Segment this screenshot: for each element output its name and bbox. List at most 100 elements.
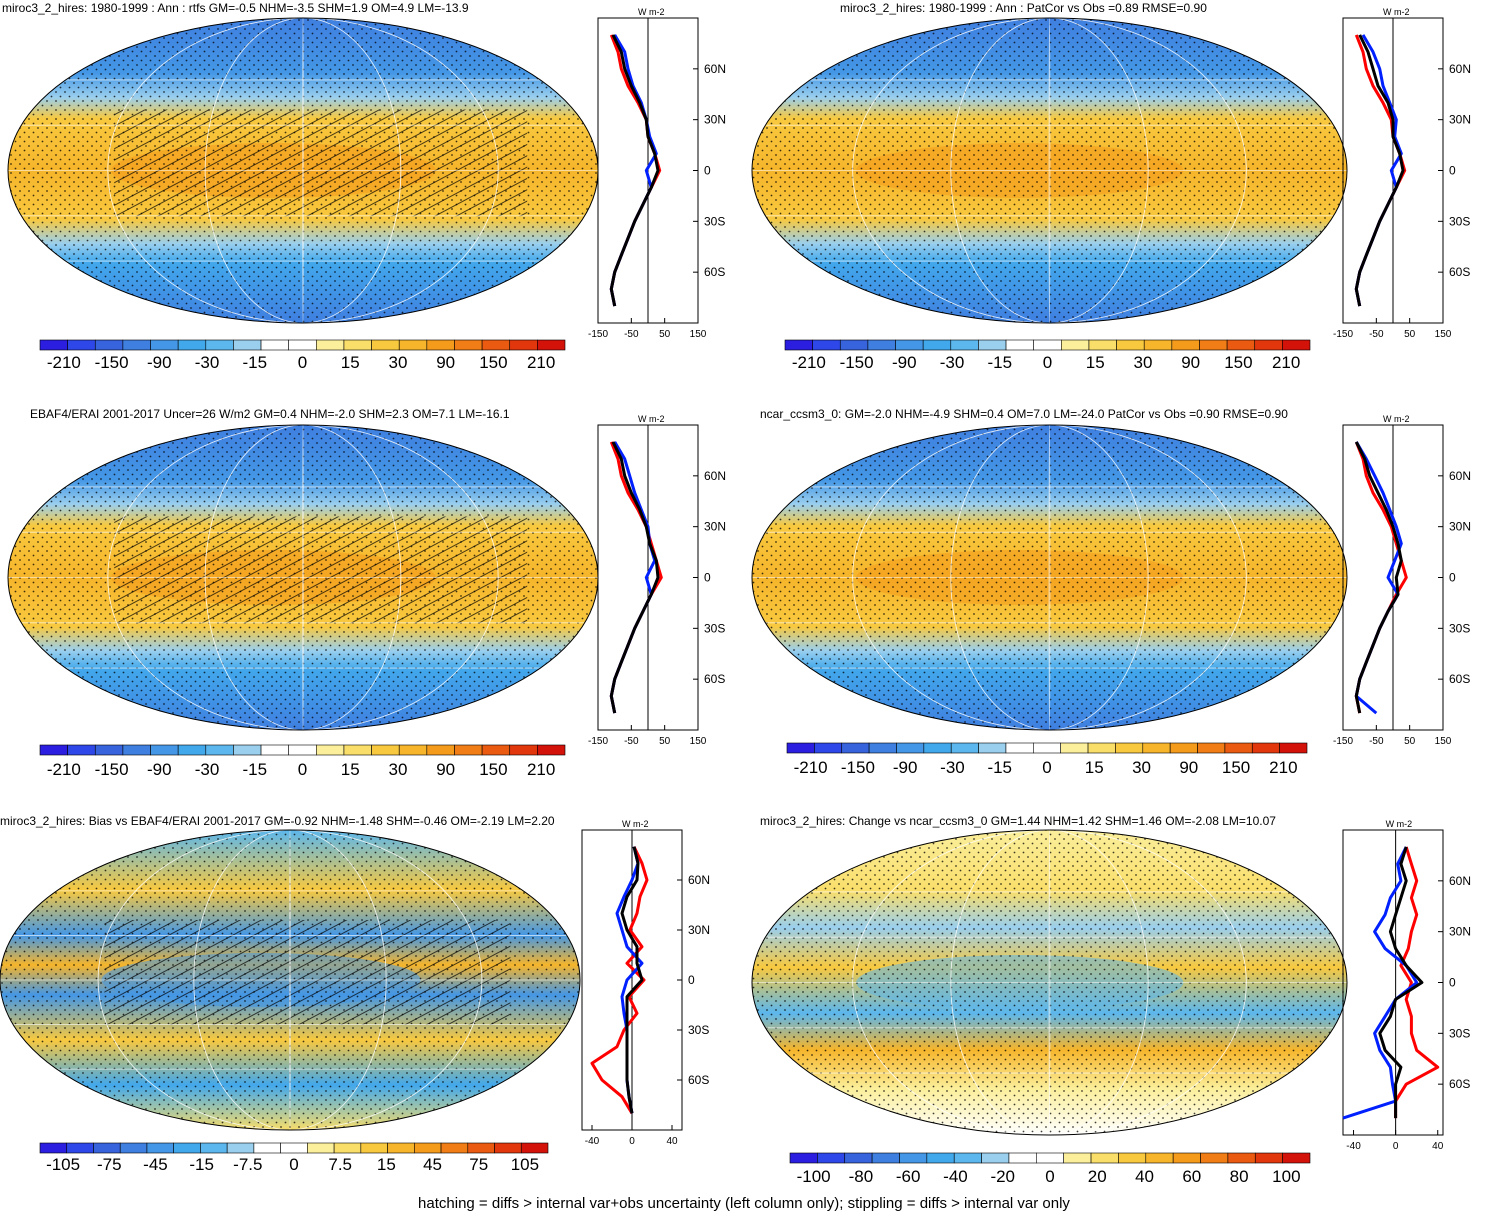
- panel-title: miroc3_2_hires: 1980-1999 : Ann : rtfs G…: [2, 1, 469, 15]
- colorbar-tick-label: 80: [1230, 1167, 1249, 1186]
- colorbar-box: [509, 339, 538, 351]
- colorbar-tick-label: 0: [298, 353, 307, 372]
- colorbar-tick-label: 150: [479, 353, 507, 372]
- zonal-profile: W m-2 -150 -50 50 150 60N 30N 0 30S 60S: [588, 414, 726, 747]
- profile-lat-label: 0: [688, 973, 695, 987]
- colorbar-box: [1061, 339, 1090, 351]
- profile-line-black: [620, 846, 644, 1114]
- colorbar-tick-label: 105: [511, 1155, 539, 1174]
- profile-xtick-label: -50: [1369, 736, 1384, 747]
- graticule-meridian: [204, 425, 402, 730]
- colorbar-box: [1143, 339, 1173, 351]
- colorbar-box: [1254, 339, 1283, 351]
- colorbar-box: [481, 339, 511, 351]
- colorbar-box: [94, 744, 124, 756]
- profile-lat-label: 0: [1449, 976, 1456, 990]
- colorbar-box: [260, 744, 289, 756]
- profile-xtick-label: 150: [1435, 736, 1452, 747]
- profile-line-blue: [1342, 846, 1419, 1120]
- colorbar-box: [1090, 1152, 1119, 1164]
- colorbar-tick-label: -15: [987, 353, 1012, 372]
- profile-unit: W m-2: [1383, 7, 1410, 17]
- colorbar-box: [426, 339, 455, 351]
- colorbar-box: [122, 744, 151, 756]
- colorbar-tick-label: 7.5: [328, 1155, 352, 1174]
- colorbar-tick-label: -210: [792, 353, 826, 372]
- graticule-meridian: [302, 425, 304, 730]
- profile-lat-label: 30S: [704, 621, 725, 635]
- graticule-meridian: [852, 425, 1247, 730]
- colorbar-box: [817, 1152, 846, 1164]
- colorbar-box: [926, 1152, 955, 1164]
- colorbar-box: [426, 744, 455, 756]
- colorbar-box: [844, 1152, 873, 1164]
- colorbar-tick-label: -7.5: [233, 1155, 262, 1174]
- colorbar-tick-label: 90: [1179, 758, 1198, 777]
- map-projection: [0, 830, 580, 1130]
- profile-lat-label: 0: [1449, 164, 1456, 178]
- map-projection: [752, 425, 1347, 730]
- colorbar-box: [537, 744, 566, 756]
- profile-xtick-label: 0: [629, 1136, 635, 1147]
- colorbar-tick-label: 15: [341, 760, 360, 779]
- profile-line-black: [1354, 441, 1403, 714]
- colorbar-box: [1171, 339, 1200, 351]
- profile-lat-label: 30N: [704, 113, 726, 127]
- hatching: [114, 516, 528, 624]
- profile-xtick-label: 150: [690, 736, 707, 747]
- colorbar-box: [1005, 339, 1034, 351]
- profile-line-red: [1394, 846, 1440, 1119]
- colorbar-box: [66, 1142, 94, 1154]
- colorbar-tick-label: 15: [377, 1155, 396, 1174]
- graticule-meridian: [302, 18, 304, 323]
- profile-lat-label: 60S: [704, 672, 725, 686]
- colorbar-tick-label: 0: [1043, 353, 1052, 372]
- profile-lat-label: 60N: [704, 469, 726, 483]
- colorbar-box: [343, 744, 372, 756]
- graticule-meridian: [950, 18, 1149, 323]
- profile-xtick-label: 50: [659, 329, 671, 340]
- colorbar-box: [922, 339, 952, 351]
- profile-xtick-label: -150: [1333, 329, 1353, 340]
- graticule-meridian: [107, 425, 499, 730]
- colorbar-box: [814, 742, 843, 754]
- colorbar-box: [1118, 1152, 1147, 1164]
- profile-line-blue: [615, 846, 644, 1114]
- map-projection: [8, 18, 598, 323]
- colorbar-box: [93, 1142, 121, 1154]
- colorbar-box: [923, 742, 952, 754]
- colorbar-box: [333, 1142, 362, 1154]
- colorbar-box: [343, 339, 372, 351]
- footer-note: hatching = diffs > internal var+obs unce…: [418, 1195, 1070, 1212]
- colorbar-tick-label: 90: [436, 760, 455, 779]
- graticule-meridian: [97, 830, 483, 1130]
- colorbar-box: [1142, 742, 1171, 754]
- colorbar-tick-label: -150: [95, 760, 129, 779]
- colorbar-box: [177, 339, 207, 351]
- colorbar-tick-label: 30: [388, 760, 407, 779]
- colorbar-box: [119, 1142, 148, 1154]
- colorbar-box: [1033, 339, 1062, 351]
- colorbar-tick-label: 30: [1132, 758, 1151, 777]
- profile-xtick-label: -150: [1333, 736, 1353, 747]
- profile-lat-label: 30S: [704, 214, 725, 228]
- profile-unit: W m-2: [638, 7, 665, 17]
- profile-lat-label: 60N: [1449, 62, 1471, 76]
- colorbar-box: [398, 744, 428, 756]
- colorbar-box: [1036, 1152, 1064, 1164]
- graticule-meridian: [852, 18, 1247, 323]
- colorbar-box: [1115, 742, 1144, 754]
- profile-lat-label: 30N: [1449, 520, 1471, 534]
- colorbar-tick-label: 75: [469, 1155, 488, 1174]
- profile-lat-label: 30N: [1449, 113, 1471, 127]
- colorbar-box: [896, 742, 925, 754]
- colorbar-tick-label: 0: [1042, 758, 1051, 777]
- profile-xtick-label: 150: [1435, 329, 1452, 340]
- colorbar-tick-label: 15: [341, 353, 360, 372]
- colorbar-tick-label: -45: [143, 1155, 168, 1174]
- colorbar-box: [371, 339, 400, 351]
- colorbar-box: [812, 339, 841, 351]
- profile-line-black: [1354, 34, 1405, 307]
- profile-unit: W m-2: [638, 414, 665, 424]
- graticule-meridian: [1048, 830, 1051, 1135]
